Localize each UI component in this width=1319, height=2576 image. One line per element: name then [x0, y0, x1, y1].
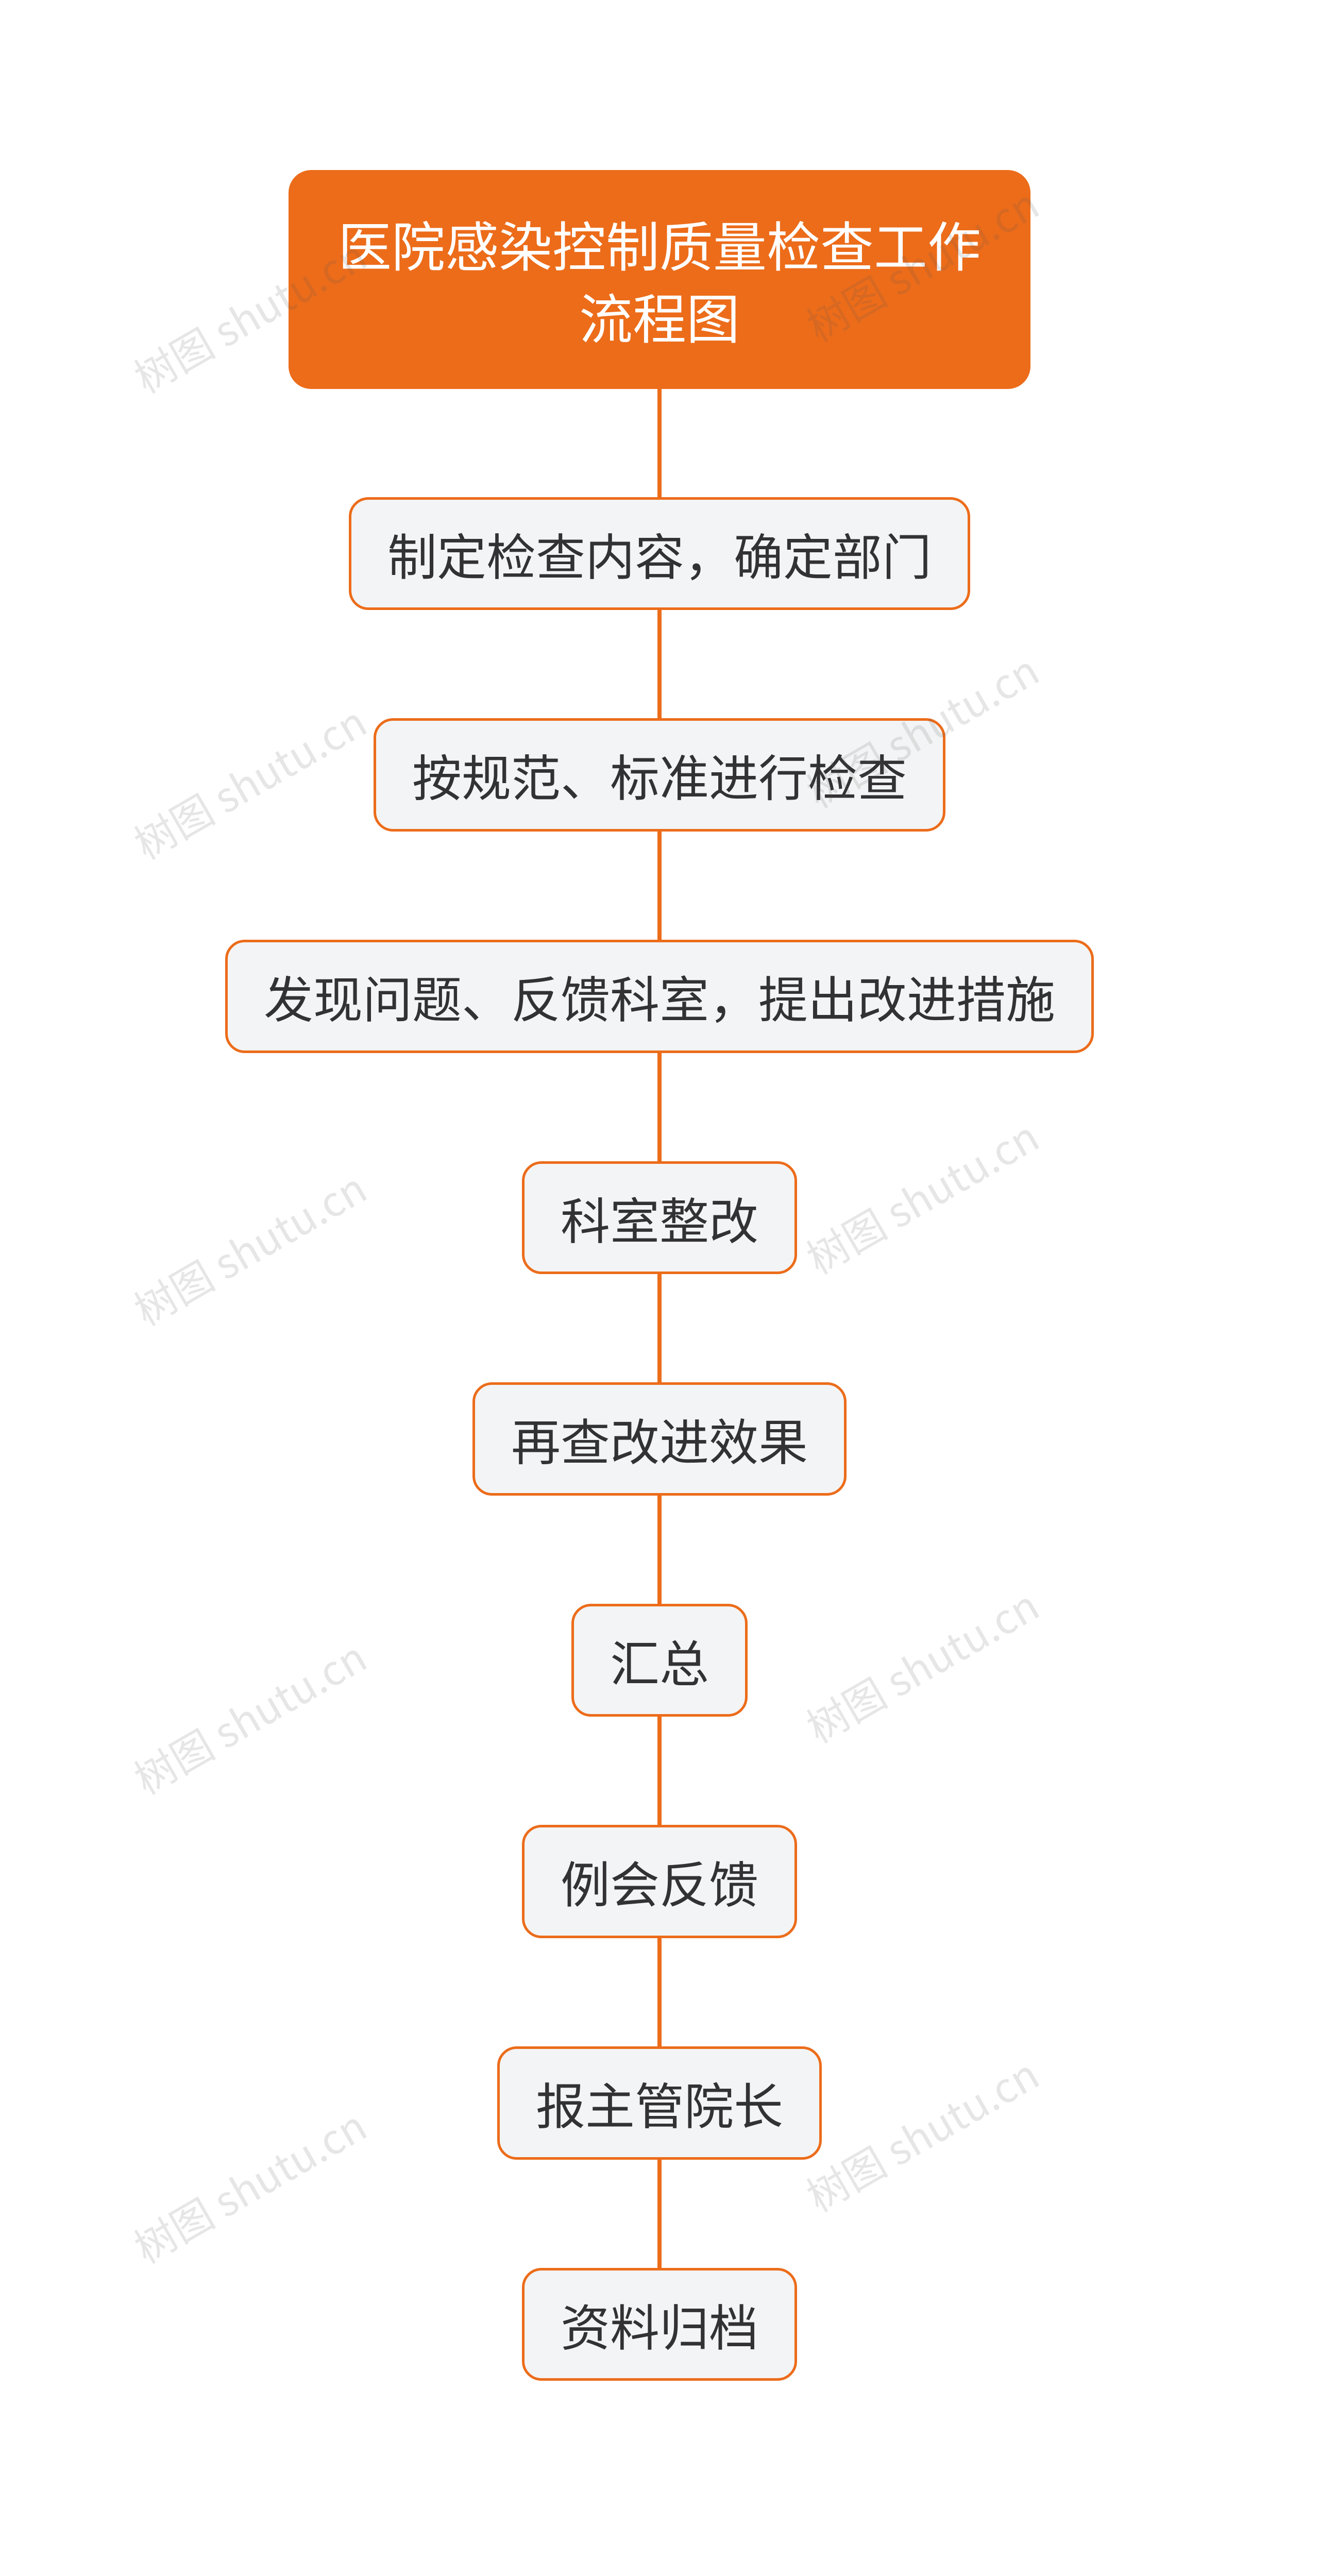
flowchart-step-node: 汇总: [571, 1604, 748, 1717]
flowchart-step-node: 例会反馈: [522, 1825, 797, 1938]
flowchart-connector: [657, 1053, 662, 1161]
flowchart-step-node: 按规范、标准进行检查: [374, 718, 945, 832]
flowchart-connector: [657, 2160, 662, 2268]
flowchart-connector: [657, 832, 662, 940]
flowchart-step-node: 科室整改: [522, 1161, 797, 1275]
flowchart-step-node: 报主管院长: [497, 2046, 822, 2160]
flowchart-column: 医院感染控制质量检查工作 流程图制定检查内容，确定部门按规范、标准进行检查发现问…: [0, 0, 1319, 2576]
flowchart-connector: [657, 610, 662, 718]
flowchart-connector: [657, 1274, 662, 1382]
flowchart-title-node: 医院感染控制质量检查工作 流程图: [289, 170, 1030, 389]
flowchart-connector: [657, 389, 662, 497]
flowchart-step-node: 制定检查内容，确定部门: [349, 497, 970, 611]
flowchart-step-node: 资料归档: [522, 2268, 797, 2381]
flowchart-step-node: 发现问题、反馈科室，提出改进措施: [225, 940, 1094, 1053]
flowchart-step-node: 再查改进效果: [472, 1382, 847, 1496]
flowchart-canvas: 医院感染控制质量检查工作 流程图制定检查内容，确定部门按规范、标准进行检查发现问…: [0, 0, 1319, 2377]
flowchart-connector: [657, 1717, 662, 1825]
flowchart-connector: [657, 1938, 662, 2046]
flowchart-connector: [657, 1496, 662, 1604]
